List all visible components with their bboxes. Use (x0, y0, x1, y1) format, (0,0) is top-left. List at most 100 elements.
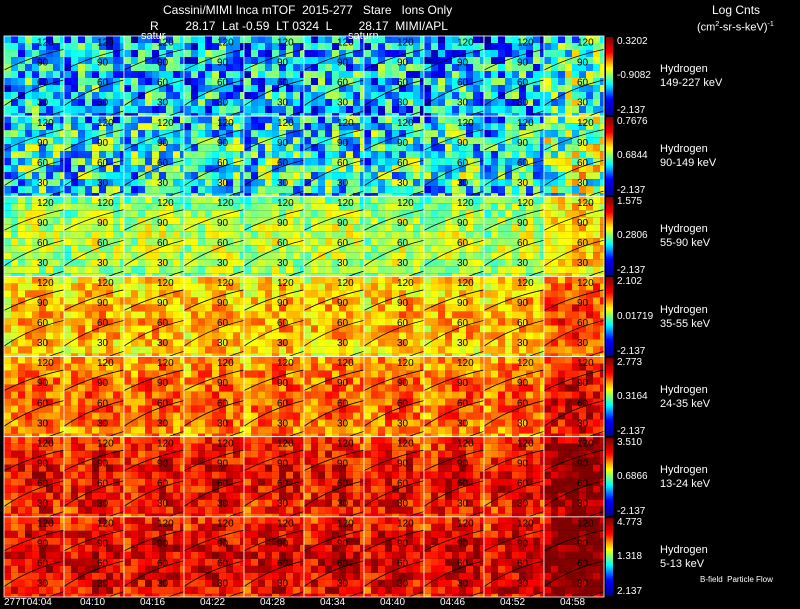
contour-label: 30 (517, 98, 529, 109)
contour-label: 90 (337, 458, 349, 469)
contour-label: 30 (577, 178, 589, 189)
contour-label: 30 (397, 338, 409, 349)
colorbar-min-label: -2.137 (617, 505, 646, 517)
contour-label: 120 (337, 38, 354, 49)
contour-label: 60 (277, 559, 289, 570)
contour-label: 30 (397, 178, 409, 189)
row-label-3: Hydrogen 35-55 keV (660, 303, 711, 330)
contour-label: 120 (337, 358, 354, 369)
contour-label: 120 (577, 118, 594, 129)
contour-label: 60 (157, 158, 169, 169)
contour-label: 120 (277, 118, 294, 129)
panel-r0-c1: 120 90 60 30 (63, 35, 125, 117)
contour-label: 120 (37, 518, 54, 529)
contour-label: 60 (457, 318, 469, 329)
contour-label: 120 (97, 358, 114, 369)
contour-label: 120 (157, 438, 174, 449)
contour-label: 90 (217, 458, 229, 469)
contour-label: 30 (457, 98, 469, 109)
colorbar-mid-label: 0.6866 (617, 470, 648, 482)
contour-label: 30 (37, 338, 49, 349)
contour-label: 120 (157, 278, 174, 289)
contour-label: 90 (457, 58, 469, 69)
contour-label: 90 (577, 138, 589, 149)
contour-label: 30 (37, 178, 49, 189)
contour-label: 90 (217, 378, 229, 389)
contour-label: 30 (157, 98, 169, 109)
contour-label: 120 (97, 438, 114, 449)
contour-label: 120 (277, 38, 294, 49)
contour-label: 90 (157, 298, 169, 309)
contour-label: 60 (97, 559, 109, 570)
contour-label: 90 (157, 58, 169, 69)
contour-label: 30 (37, 498, 49, 509)
panel-r1-c1: 120 90 60 30 (63, 115, 125, 197)
contour-label: 30 (277, 258, 289, 269)
contour-label: 30 (37, 579, 49, 590)
panel-r3-c7: 120 90 60 30 (423, 276, 485, 357)
panel-r3-c8: 120 90 60 30 (483, 276, 545, 357)
saturn-label-2: saturn (348, 30, 379, 42)
row-6-panels: 120 90 60 30 120 90 60 30 120 90 60 30 120 90 60 30 120 9… (3, 516, 605, 598)
contour-label: 30 (97, 418, 109, 429)
contour-label: 60 (97, 78, 109, 89)
panel-r4-c7: 120 90 60 30 (423, 356, 485, 438)
contour-label: 120 (517, 518, 534, 529)
row-0-panels: 120 90 60 30 120 90 60 30 120 90 60 30 120 90 60 30 120 9… (3, 35, 605, 117)
contour-label: 120 (517, 38, 534, 49)
contour-label: 120 (37, 118, 54, 129)
contour-label: 60 (577, 318, 589, 329)
contour-label: 90 (97, 539, 109, 550)
contour-label: 90 (277, 58, 289, 69)
contour-label: 30 (577, 98, 589, 109)
colorbar-max-label: 2.102 (617, 276, 643, 288)
units-title: Log Cnts (712, 3, 761, 17)
colorbar-3 (606, 277, 613, 356)
contour-label: 90 (157, 218, 169, 229)
contour-label: 60 (217, 238, 229, 249)
contour-label: 90 (337, 218, 349, 229)
contour-label: 60 (37, 478, 49, 489)
contour-label: 60 (217, 398, 229, 409)
contour-label: 60 (577, 158, 589, 169)
contour-label: 60 (337, 398, 349, 409)
contour-label: 90 (577, 298, 589, 309)
row-label-6: Hydrogen 5-13 keV (660, 543, 708, 570)
contour-label: 60 (337, 158, 349, 169)
contour-label: 60 (37, 238, 49, 249)
panel-r3-c3: 120 90 60 30 (183, 276, 245, 357)
contour-label: 120 (397, 38, 414, 49)
contour-label: 120 (457, 438, 474, 449)
contour-label: 120 (337, 518, 354, 529)
contour-label: 60 (157, 238, 169, 249)
contour-label: 30 (97, 498, 109, 509)
row-1-panels: 120 90 60 30 120 90 60 30 120 90 60 30 120 90 60 30 120 9… (3, 115, 605, 197)
contour-label: 90 (157, 138, 169, 149)
panel-r6-c9: 120 90 60 30 (543, 516, 605, 598)
contour-label: 60 (277, 318, 289, 329)
row-label-5: Hydrogen 13-24 keV (660, 463, 711, 490)
panel-r1-c6: 120 90 60 30 (363, 115, 425, 197)
row-label-1: Hydrogen 90-149 keV (660, 143, 717, 170)
contour-label: 60 (397, 78, 409, 89)
contour-label: 30 (397, 579, 409, 590)
contour-label: 120 (577, 38, 594, 49)
panel-r4-c6: 120 90 60 30 (363, 356, 425, 438)
contour-label: 60 (337, 559, 349, 570)
contour-label: 60 (517, 478, 529, 489)
panel-r6-c1: 120 90 60 30 (63, 516, 125, 598)
row-4-panels: 120 90 60 30 120 90 60 30 120 90 60 30 120 90 60 30 120 9… (3, 356, 605, 438)
contour-label: 90 (517, 138, 529, 149)
contour-label: 90 (577, 218, 589, 229)
panel-r4-c1: 120 90 60 30 (63, 356, 125, 438)
row-label-2: Hydrogen 55-90 keV (660, 223, 711, 250)
contour-label: 90 (277, 298, 289, 309)
time-tick-label: 04:40 (380, 597, 406, 608)
contour-label: 90 (457, 298, 469, 309)
contour-label: 120 (397, 198, 414, 209)
panel-r4-c5: 120 90 60 30 (303, 356, 365, 438)
panel-r6-c4: 120 90 60 30 (243, 516, 305, 598)
contour-label: 90 (397, 539, 409, 550)
contour-label: 120 (157, 358, 174, 369)
row-label-4: Hydrogen 24-35 keV (660, 383, 711, 410)
